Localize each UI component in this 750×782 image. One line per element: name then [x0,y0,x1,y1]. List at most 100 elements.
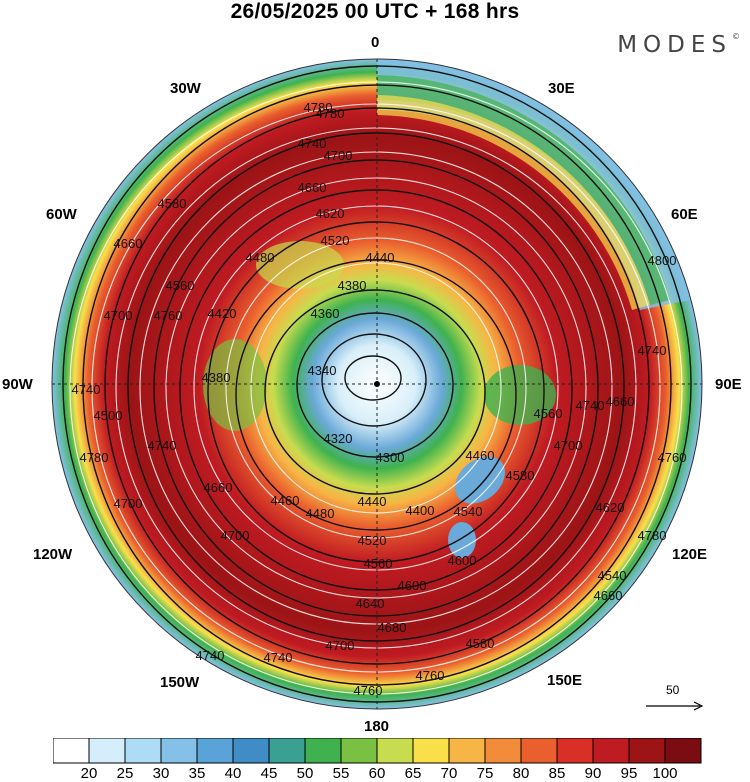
map-border [51,58,703,710]
contour-label: 4540 [598,568,627,583]
colorbar-swatch [484,738,522,764]
colorbar-tick-label: 75 [476,765,494,782]
colorbar-tick-label: 60 [368,765,386,782]
contour-label: 4740 [638,343,667,358]
contour-label: 4520 [358,533,387,548]
contour-label: 4300 [376,450,405,465]
reference-vector: 50 [644,683,710,713]
contour-label: 4520 [321,233,350,248]
colorbar-swatch [412,738,450,764]
contour-label: 4480 [246,250,275,265]
lon-label-60e: 60E [671,206,698,223]
contour-label: 4460 [466,448,495,463]
contour-label: 4580 [466,636,495,651]
contour-label: 4760 [658,450,687,465]
contour-label: 4780 [316,106,345,121]
contour-label: 4440 [366,250,395,265]
contour-label: 4700 [324,148,353,163]
contour-label: 4380 [202,370,231,385]
reference-vector-value: 50 [666,683,680,697]
colorbar-tick-label: 65 [404,765,422,782]
contour-label: 4760 [416,668,445,683]
colorbar [53,738,702,764]
contour-label: 4740 [576,398,605,413]
lon-label-150w: 150W [160,674,200,691]
contour-label: 4560 [534,406,563,421]
contour-label: 4700 [104,308,133,323]
contour-label: 4480 [306,506,335,521]
lon-label-150e: 150E [547,672,583,689]
lon-label-180: 180 [364,718,390,735]
contour-label: 4660 [594,588,623,603]
colorbar-tick-label: 85 [548,765,566,782]
colorbar-tick-label: 40 [224,765,242,782]
wind-streamlines [69,81,683,695]
colorbar-swatch [520,738,558,764]
chart-title: 26/05/2025 00 UTC + 168 hrs [230,0,520,23]
colorbar-tick-label: 45 [260,765,278,782]
colorbar-swatch [268,738,306,764]
contour-label: 4320 [324,431,353,446]
brand-logo: MODES© [617,32,740,58]
contour-label: 4740 [196,648,225,663]
lon-label-120e: 120E [672,546,708,563]
contour-label: 4620 [316,206,345,221]
contour-label: 4400 [406,503,435,518]
contour-label: 4760 [354,683,383,698]
colorbar-swatch [53,738,90,764]
colorbar-tick-label: 95 [620,765,638,782]
contour-label: 4660 [606,394,635,409]
contour-label: 4640 [356,596,385,611]
contour-label: 4740 [72,382,101,397]
colorbar-swatch [376,738,414,764]
contour-label: 4600 [448,553,477,568]
colorbar-swatch [160,738,198,764]
colorbar-tick-label: 70 [440,765,458,782]
contour-label: 4780 [638,528,667,543]
contour-label: 4420 [208,306,237,321]
colorbar-tick-label: 35 [188,765,206,782]
lon-label-90e: 90E [715,376,742,393]
lon-label-30w: 30W [170,80,201,97]
contour-label: 4740 [148,438,177,453]
contour-label: 4340 [308,363,337,378]
contour-label: 4460 [271,493,300,508]
colorbar-swatch [664,738,702,764]
contour-label: 4660 [204,480,233,495]
colorbar-swatch [88,738,126,764]
reference-vector-arrow [646,701,704,711]
contour-label: 4700 [114,496,143,511]
north-pole-marker [374,381,380,387]
colorbar-swatch [628,738,666,764]
contour-label: 4660 [114,236,143,251]
contour-label: 4500 [94,408,123,423]
colorbar-swatch [592,738,630,764]
contour-label: 4740 [264,650,293,665]
contour-label: 4540 [454,504,483,519]
contour-label: 4440 [358,494,387,509]
contour-label: 4740 [298,136,327,151]
colorbar-tick-label: 20 [80,765,98,782]
lon-label-60w: 60W [46,206,77,223]
contour-label: 4780 [304,100,333,115]
colorbar-tick-label: 100 [652,765,678,782]
contour-label: 4760 [154,308,183,323]
contour-label: 4780 [80,450,109,465]
colorbar-swatch [340,738,378,764]
contour-label: 4620 [596,500,625,515]
colorbar-swatch [556,738,594,764]
colorbar-swatch [196,738,234,764]
contour-label: 4700 [554,438,583,453]
colorbar-swatch [232,738,270,764]
colorbar-swatch [304,738,342,764]
brand-name: MODES [617,32,732,58]
colorbar-tick-label: 55 [332,765,350,782]
contour-label: 4560 [166,278,195,293]
contour-label: 4700 [326,638,355,653]
contour-label: 4600 [398,578,427,593]
colorbar-tick-label: 90 [584,765,602,782]
lon-label-30e: 30E [548,80,575,97]
contour-label: 4800 [648,253,677,268]
contour-label: 4580 [158,196,187,211]
